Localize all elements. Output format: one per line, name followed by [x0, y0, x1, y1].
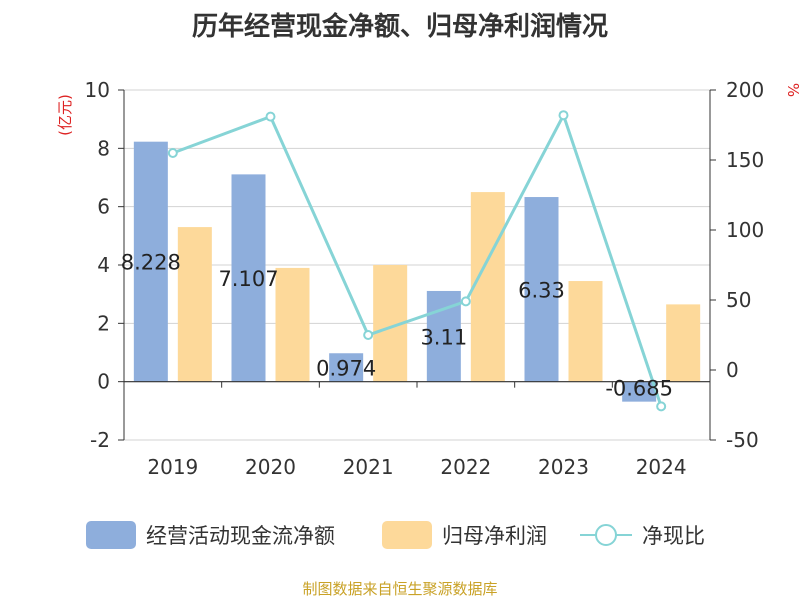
legend-label-ratio: 净现比	[642, 524, 705, 548]
right-tick-label: -50	[726, 428, 759, 452]
x-tick-label: 2024	[636, 455, 687, 479]
left-tick-label: 4	[97, 253, 110, 277]
bars	[133, 141, 701, 402]
y-right-label: %	[784, 83, 800, 97]
ratio-point	[656, 401, 667, 412]
x-tick-label: 2022	[440, 455, 491, 479]
cashflow-data-label: -0.685	[605, 377, 673, 401]
left-tick-label: 8	[97, 136, 110, 160]
profit-bar	[470, 192, 505, 382]
left-tick-label: 6	[97, 195, 110, 219]
x-tick-label: 2021	[343, 455, 394, 479]
right-tick-label: 200	[726, 78, 764, 102]
right-tick-label: 0	[726, 358, 739, 382]
right-tick-label: 150	[726, 148, 764, 172]
legend: 经营活动现金流净额 归母净利润 净现比	[86, 521, 705, 549]
data-labels: 8.228 7.107 0.974 3.11 6.33 -0.685	[121, 251, 673, 401]
left-tick-label: 0	[97, 370, 110, 394]
right-tick-label: 50	[726, 288, 751, 312]
profit-bar	[177, 227, 212, 382]
legend-label-cashflow: 经营活动现金流净额	[146, 524, 335, 548]
y-left-label: (亿元)	[56, 94, 74, 136]
left-tick-label: 2	[97, 311, 110, 335]
cashflow-data-label: 7.107	[218, 267, 278, 291]
left-tick-label: -2	[90, 428, 110, 452]
cashflow-bar	[133, 141, 168, 382]
left-tick-label: 10	[85, 78, 110, 102]
chart-title: 历年经营现金净额、归母净利润情况	[191, 12, 608, 42]
ratio-line-path	[172, 111, 663, 407]
x-tick-label: 2023	[538, 455, 589, 479]
cashflow-bar	[524, 197, 559, 382]
profit-bar	[275, 267, 310, 382]
ratio-point	[167, 148, 178, 158]
x-tick-label: 2019	[147, 455, 198, 479]
cashflow-data-label: 6.33	[518, 278, 565, 302]
ratio-point	[558, 110, 569, 121]
axes: -2 0 2 4 6 8 10 -50 0 50 100 150 200 2019 2020 2021 2022…	[56, 78, 800, 479]
legend-swatch-profit	[382, 521, 432, 549]
x-tick-label: 2020	[245, 455, 296, 479]
source-note: 制图数据来自恒生聚源数据库	[302, 580, 498, 598]
legend-label-profit: 归母净利润	[442, 524, 547, 548]
right-tick-label: 100	[726, 218, 764, 242]
cashflow-bar	[622, 381, 657, 402]
ratio-point	[363, 330, 374, 340]
ratio-line	[167, 110, 667, 412]
cashflow-data-label: 0.974	[316, 356, 376, 380]
legend-marker-ratio	[595, 524, 617, 546]
cashflow-bar	[329, 353, 364, 382]
cashflow-bar	[231, 174, 266, 382]
profit-bar	[666, 304, 701, 382]
ratio-point	[265, 111, 276, 122]
cashflow-data-label: 8.228	[121, 251, 181, 275]
cashflow-data-label: 3.11	[420, 325, 467, 349]
ratio-point	[460, 296, 471, 307]
profit-bar	[568, 281, 603, 382]
legend-swatch-cashflow	[86, 521, 136, 549]
